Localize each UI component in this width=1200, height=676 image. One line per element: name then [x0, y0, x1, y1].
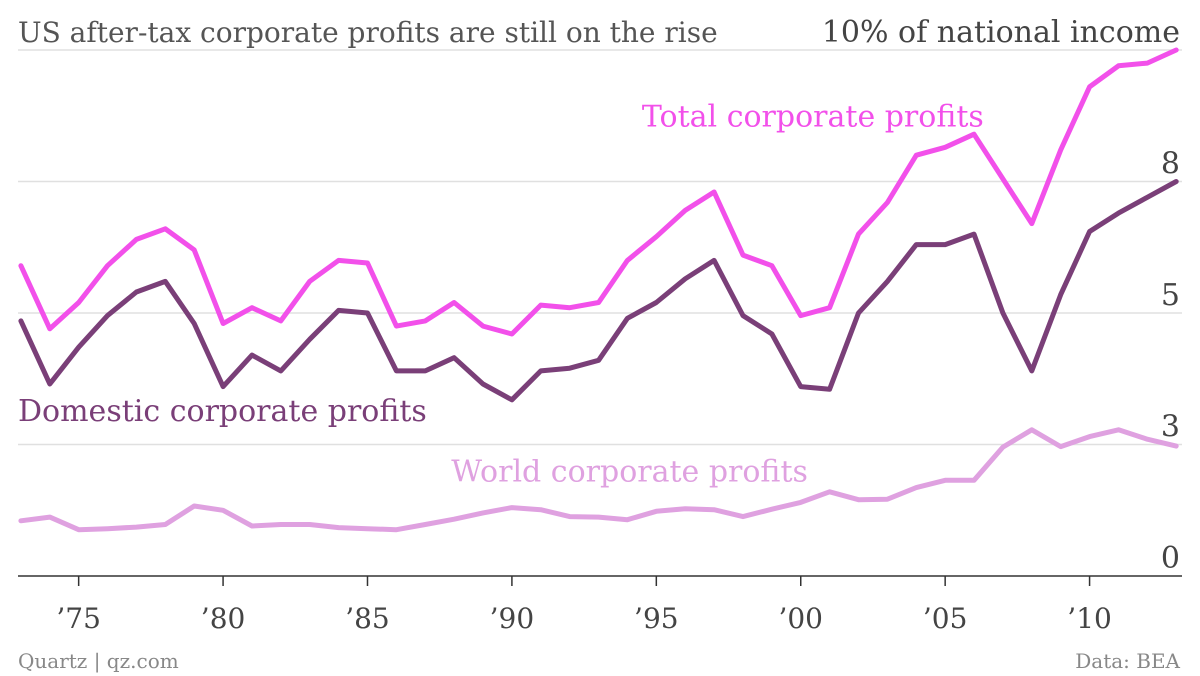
- series-lines: [18, 47, 1179, 533]
- y-tick-label: 5: [1161, 278, 1180, 313]
- y-tick-label: 8: [1161, 147, 1180, 182]
- chart-title: US after-tax corporate profits are still…: [18, 16, 718, 49]
- y-tick-label: 10% of national income: [822, 15, 1180, 50]
- series-line-domestic-corporate-profits: [18, 179, 1179, 403]
- x-tick-label: ’10: [1067, 602, 1112, 635]
- series-line-total-corporate-profits: [18, 47, 1179, 337]
- x-tick-label: ’75: [56, 602, 101, 635]
- grid-lines: [18, 49, 1182, 446]
- x-tick-label: ’05: [923, 602, 968, 635]
- y-axis-ticks: 0 3 5 8 10% of national income: [822, 15, 1180, 576]
- series-label: Total corporate profits: [642, 99, 984, 134]
- y-tick-label: 3: [1161, 410, 1180, 445]
- x-tick-label: ’00: [778, 602, 823, 635]
- x-tick-label: ’90: [490, 602, 535, 635]
- series-labels: Total corporate profits Domestic corporat…: [18, 99, 984, 489]
- series-line-world-corporate-profits: [18, 427, 1179, 533]
- series-label: World corporate profits: [451, 454, 808, 489]
- series-label: Domestic corporate profits: [18, 394, 427, 429]
- x-tick-label: ’95: [634, 602, 679, 635]
- source-credit: Quartz | qz.com: [18, 649, 179, 674]
- x-axis-ticks: ’75 ’80 ’85 ’90 ’95 ’00 ’05 ’10: [56, 576, 1112, 635]
- x-tick-label: ’85: [345, 602, 390, 635]
- x-tick-label: ’80: [201, 602, 246, 635]
- data-source: Data: BEA: [1075, 649, 1180, 673]
- y-tick-label: 0: [1161, 541, 1180, 576]
